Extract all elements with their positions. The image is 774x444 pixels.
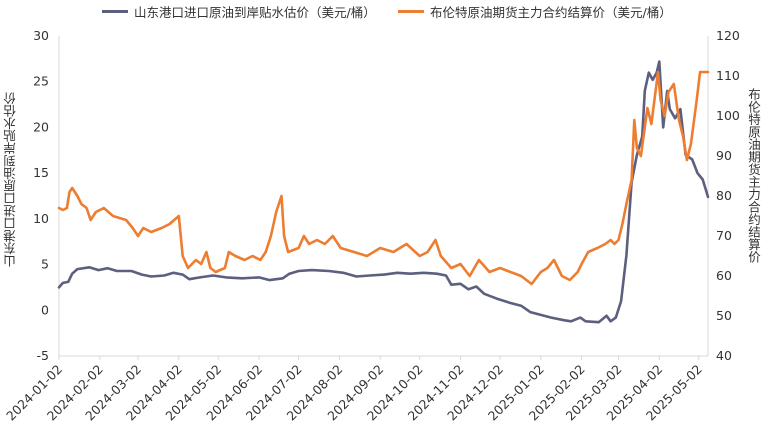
- legend-item-left-series[interactable]: 山东港口进口原油到岸贴水估价（美元/桶）: [102, 2, 376, 21]
- y-tick-right: 110: [716, 68, 740, 83]
- y-tick-right: 40: [716, 348, 732, 363]
- y-tick-left: 15: [33, 165, 49, 180]
- legend-swatch-left: [102, 10, 128, 13]
- y-tick-right: 90: [716, 148, 732, 163]
- series-line-brent: [57, 70, 710, 286]
- legend-label-right: 布伦特原油期货主力合约结算价（美元/桶）: [430, 5, 672, 20]
- y-tick-right: 120: [716, 28, 740, 43]
- legend-label-left: 山东港口进口原油到岸贴水估价（美元/桶）: [134, 5, 376, 20]
- y-tick-left: 5: [41, 257, 49, 272]
- y-tick-right: 80: [716, 188, 732, 203]
- legend-item-right-series[interactable]: 布伦特原油期货主力合约结算价（美元/桶）: [398, 2, 672, 21]
- y-tick-left: 0: [41, 302, 49, 317]
- y-tick-right: 70: [716, 228, 732, 243]
- y-tick-left: -5: [37, 348, 49, 363]
- y-tick-left: 20: [33, 119, 49, 134]
- y-tick-right: 60: [716, 268, 732, 283]
- y-tick-right: 100: [716, 108, 740, 123]
- y-tick-right: 50: [716, 308, 732, 323]
- legend: 山东港口进口原油到岸贴水估价（美元/桶） 布伦特原油期货主力合约结算价（美元/桶…: [0, 2, 774, 24]
- y-tick-left: 30: [33, 28, 49, 43]
- y-axis-right-title: 布伦特原油期货主力合约结算价: [746, 88, 761, 263]
- y-tick-left: 25: [33, 74, 49, 89]
- legend-swatch-right: [398, 10, 424, 13]
- series-line-discount: [57, 60, 710, 324]
- y-tick-left: 10: [33, 211, 49, 226]
